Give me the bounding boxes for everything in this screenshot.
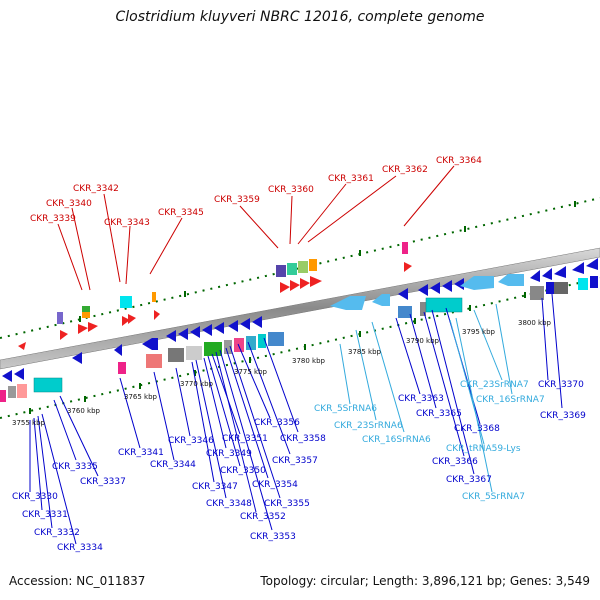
gene-label[interactable]: CKR_3345 [158, 208, 204, 218]
gene-label[interactable]: CKR_3335 [52, 462, 98, 472]
kbp-label: 3800 kbp [518, 319, 552, 327]
rna-label[interactable]: CKR_16SrRNA7 [476, 395, 545, 405]
gene-label[interactable]: CKR_3351 [222, 434, 268, 444]
gene-label[interactable]: CKR_3340 [46, 199, 92, 209]
gene-label[interactable]: CKR_3355 [264, 499, 310, 509]
gene-label[interactable]: CKR_3346 [168, 436, 214, 446]
gene-label[interactable]: CKR_3369 [540, 411, 586, 421]
accession-text: Accession: NC_011837 [9, 574, 146, 588]
gene-label[interactable]: CKR_3352 [240, 512, 286, 522]
map-title: Clostridium kluyveri NBRC 12016, complet… [115, 9, 485, 25]
kbp-label: 3775 kbp [234, 368, 268, 376]
rna-label[interactable]: CKR_23SrRNA7 [460, 380, 529, 390]
gene-label[interactable]: CKR_3363 [398, 394, 444, 404]
top-strand-genes [18, 242, 412, 350]
gene-label[interactable]: CKR_3332 [34, 528, 80, 538]
rna-label[interactable]: CKR_16SrRNA6 [362, 435, 431, 445]
gene-label[interactable]: CKR_3339 [30, 214, 76, 224]
gene-label[interactable]: CKR_3331 [22, 510, 68, 520]
gene-label[interactable]: CKR_3364 [436, 156, 482, 166]
rna-label[interactable]: CKR_tRNA59-Lys [446, 444, 521, 454]
dotted-track-inner [0, 277, 600, 419]
gene-label[interactable]: CKR_3350 [220, 466, 266, 476]
rna-label[interactable]: CKR_23SrRNA6 [334, 421, 403, 431]
kbp-label: 3785 kbp [348, 348, 382, 356]
gene-label[interactable]: CKR_3341 [118, 448, 164, 458]
gene-label[interactable]: CKR_3354 [252, 480, 298, 490]
bottom-strand-genes [0, 258, 598, 402]
gene-label[interactable]: CKR_3343 [104, 218, 150, 228]
kbp-label: 3760 kbp [67, 407, 101, 415]
gene-label[interactable]: CKR_3357 [272, 456, 318, 466]
kbp-label: 3780 kbp [292, 357, 326, 365]
dotted-track-outer [0, 197, 600, 339]
gene-label[interactable]: CKR_3347 [192, 482, 238, 492]
gene-label[interactable]: CKR_3356 [254, 418, 300, 428]
gene-label[interactable]: CKR_3365 [416, 409, 462, 419]
gene-label[interactable]: CKR_3366 [432, 457, 478, 467]
gene-label[interactable]: CKR_3353 [250, 532, 296, 542]
kbp-label: 3755 kbp [12, 419, 46, 427]
gene-label[interactable]: CKR_3337 [80, 477, 126, 487]
kbp-label: 3795 kbp [462, 328, 496, 336]
rna-label[interactable]: CKR_5SrRNA7 [462, 492, 525, 502]
genome-backbone [0, 247, 600, 370]
gene-label[interactable]: CKR_3361 [328, 174, 374, 184]
gene-label[interactable]: CKR_3334 [57, 543, 103, 553]
gene-label[interactable]: CKR_3370 [538, 380, 584, 390]
inner-ticks [29, 292, 526, 414]
bottom-connectors [29, 293, 563, 545]
rna-connectors [339, 303, 513, 493]
kbp-label: 3765 kbp [124, 393, 158, 401]
kbp-label: 3790 kbp [406, 337, 440, 345]
rna-label[interactable]: CKR_5SrRNA6 [314, 404, 377, 414]
gene-label[interactable]: CKR_3360 [268, 185, 314, 195]
kbp-label: 3770 kbp [180, 380, 214, 388]
gene-label[interactable]: CKR_3359 [214, 195, 260, 205]
top-connectors [57, 165, 455, 291]
gene-label[interactable]: CKR_3362 [382, 165, 428, 175]
gene-label[interactable]: CKR_3348 [206, 499, 252, 509]
gene-label[interactable]: CKR_3368 [454, 424, 500, 434]
gene-label[interactable]: CKR_3358 [280, 434, 326, 444]
gene-label[interactable]: CKR_3344 [150, 460, 196, 470]
gene-label[interactable]: CKR_3367 [446, 475, 492, 485]
gene-label[interactable]: CKR_3330 [12, 492, 58, 502]
gene-label[interactable]: CKR_3349 [206, 449, 252, 459]
gene-label[interactable]: CKR_3342 [73, 184, 119, 194]
genome-summary-text: Topology: circular; Length: 3,896,121 bp… [260, 574, 590, 588]
